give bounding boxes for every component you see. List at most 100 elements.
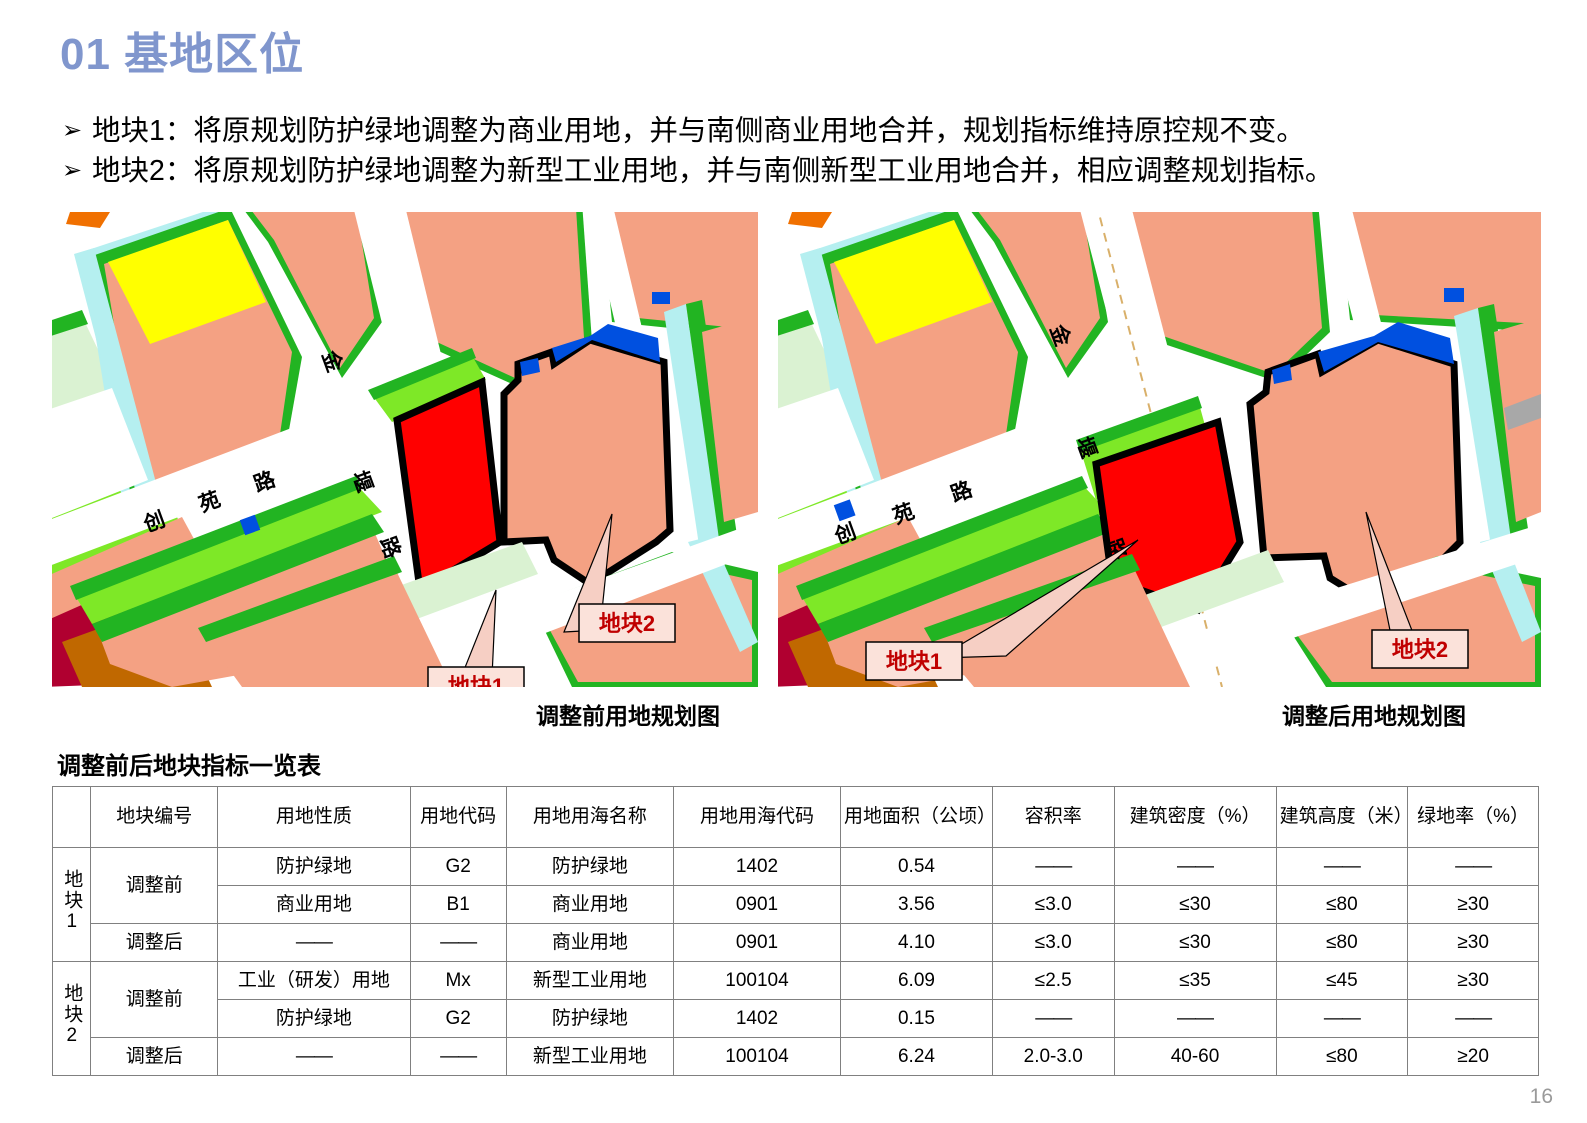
cell-landsea-code: 1402 — [672, 847, 842, 886]
cell-land-code: —— — [409, 923, 507, 962]
cell-height: ≤80 — [1275, 923, 1409, 962]
table-header-area: 用地面积（公顷） — [840, 786, 996, 848]
cell-green: ≥20 — [1407, 1037, 1539, 1076]
cell-land-nature: 工业（研发）用地 — [217, 961, 411, 1000]
bullet-arrow-icon: ➢ — [62, 117, 83, 144]
cell-green: —— — [1407, 999, 1539, 1038]
cell-land-code: Mx — [409, 961, 507, 1000]
cell-land-code: —— — [409, 1037, 507, 1076]
cell-far: ≤3.0 — [991, 923, 1115, 962]
cell-landsea-code: 0901 — [672, 885, 842, 924]
map-before-adjustment: 创 苑 路 金 堰 路 地块1 地块2 — [52, 212, 758, 687]
table-row: 防护绿地 G2 防护绿地 1402 0.15 —— —— —— —— — [53, 999, 1539, 1038]
table-header-blank — [51, 786, 92, 848]
bullet-list: ➢ 地块1：将原规划防护绿地调整为商业用地，并与南侧商业用地合并，规划指标维持原… — [62, 114, 1542, 194]
cell-area: 4.10 — [840, 923, 993, 962]
cell-land-nature: 防护绿地 — [217, 999, 411, 1038]
cell-far: —— — [991, 847, 1115, 886]
table-row: 地块1 调整前 防护绿地 G2 防护绿地 1402 0.54 —— —— —— … — [51, 847, 1539, 962]
cell-area: 6.24 — [840, 1037, 993, 1076]
cell-height: ≤80 — [1275, 1037, 1409, 1076]
table-body: 地块1 调整前 防护绿地 G2 防护绿地 1402 0.54 —— —— —— … — [51, 847, 1539, 1076]
cell-land-code: B1 — [409, 885, 507, 924]
cell-height: ≤45 — [1275, 961, 1409, 1000]
cell-height: —— — [1275, 847, 1409, 886]
cell-far: ≤3.0 — [991, 885, 1115, 924]
group-label-1: 地块1 — [61, 869, 83, 935]
cell-landsea-code: 100104 — [672, 1037, 842, 1076]
cell-far: 2.0-3.0 — [991, 1037, 1115, 1076]
parcel-label-2: 地块2 — [1392, 637, 1448, 662]
cell-far: ≤2.5 — [991, 961, 1115, 1000]
cell-landsea-name: 防护绿地 — [505, 847, 674, 886]
cell-land-nature: —— — [217, 1037, 411, 1076]
table-header-landsea-code: 用地用海代码 — [672, 786, 842, 848]
cell-green: ≥30 — [1407, 923, 1539, 962]
map-after-adjustment: 创 苑 路 金 堰 路 地块1 地块2 — [778, 212, 1541, 687]
cell-area: 0.15 — [840, 999, 993, 1038]
cell-far: —— — [991, 999, 1115, 1038]
cell-area: 0.54 — [840, 847, 993, 886]
cell-density: ≤35 — [1113, 961, 1277, 1000]
bullet-item-2: ➢ 地块2：将原规划防护绿地调整为新型工业用地，并与南侧新型工业用地合并，相应调… — [62, 154, 1542, 188]
table-row: 商业用地 B1 商业用地 0901 3.56 ≤3.0 ≤30 ≤80 ≥30 — [53, 885, 1539, 924]
bullet-item-1: ➢ 地块1：将原规划防护绿地调整为商业用地，并与南侧商业用地合并，规划指标维持原… — [62, 114, 1542, 148]
cell-density: 40-60 — [1113, 1037, 1277, 1076]
table-row: 地块2 调整前 工业（研发）用地 Mx 新型工业用地 100104 6.09 ≤… — [51, 961, 1539, 1076]
table-header-building-density: 建筑密度（%） — [1113, 786, 1277, 848]
cell-height: —— — [1275, 999, 1409, 1038]
cell-land-nature: 防护绿地 — [217, 847, 411, 886]
group-label-2: 地块2 — [61, 983, 83, 1049]
cell-density: ≤30 — [1113, 885, 1277, 924]
map-after-caption: 调整后用地规划图 — [1282, 703, 1466, 729]
stage-cell: 调整前 — [90, 847, 219, 924]
page-number: 16 — [1529, 1085, 1553, 1108]
table-header-land-nature: 用地性质 — [217, 786, 411, 848]
table-heading: 调整前后地块指标一览表 — [57, 753, 321, 780]
page-title: 01 基地区位 — [60, 30, 305, 79]
cell-landsea-name: 商业用地 — [505, 923, 674, 962]
cell-area: 6.09 — [840, 961, 993, 1000]
table-header-green-ratio: 绿地率（%） — [1407, 786, 1539, 848]
cell-density: —— — [1113, 999, 1277, 1038]
table-header-land-code: 用地代码 — [409, 786, 507, 848]
cell-landsea-name: 商业用地 — [505, 885, 674, 924]
indicator-table: 地块编号 用地性质 用地代码 用地用海名称 用地用海代码 用地面积（公顷） 容积… — [51, 786, 1539, 1076]
table-header-landsea-name: 用地用海名称 — [505, 786, 674, 848]
bullet-arrow-icon: ➢ — [62, 157, 83, 184]
cell-area: 3.56 — [840, 885, 993, 924]
cell-density: —— — [1113, 847, 1277, 886]
group-label-cell: 地块1 — [51, 847, 92, 962]
group-label-cell: 地块2 — [51, 961, 92, 1076]
indicator-table-wrapper: 地块编号 用地性质 用地代码 用地用海名称 用地用海代码 用地面积（公顷） 容积… — [51, 786, 1539, 1076]
table-row: 调整后 —— —— 新型工业用地 100104 6.24 2.0-3.0 40-… — [53, 1037, 1539, 1076]
cell-green: ≥30 — [1407, 961, 1539, 1000]
stage-cell: 调整前 — [90, 961, 219, 1038]
stage-cell: 调整后 — [90, 1037, 219, 1076]
cell-landsea-code: 0901 — [672, 923, 842, 962]
cell-landsea-code: 100104 — [672, 961, 842, 1000]
parcel-label-1: 地块1 — [448, 674, 504, 687]
cell-land-code: G2 — [409, 847, 507, 886]
map-before-caption: 调整前用地规划图 — [536, 703, 720, 729]
stage-cell: 调整后 — [90, 923, 219, 962]
table-header-building-height: 建筑高度（米） — [1275, 786, 1413, 848]
parcel-label-1: 地块1 — [886, 649, 942, 674]
parcel-label-2: 地块2 — [599, 611, 655, 636]
cell-land-code: G2 — [409, 999, 507, 1038]
cell-landsea-name: 防护绿地 — [505, 999, 674, 1038]
cell-green: —— — [1407, 847, 1539, 886]
cell-green: ≥30 — [1407, 885, 1539, 924]
table-header-parcel-id: 地块编号 — [90, 786, 219, 848]
table-header-row: 地块编号 用地性质 用地代码 用地用海名称 用地用海代码 用地面积（公顷） 容积… — [51, 786, 1539, 848]
cell-landsea-name: 新型工业用地 — [505, 1037, 674, 1076]
cell-density: ≤30 — [1113, 923, 1277, 962]
bullet-item-1-text: 地块1：将原规划防护绿地调整为商业用地，并与南侧商业用地合并，规划指标维持原控规… — [92, 115, 1305, 147]
cell-landsea-code: 1402 — [672, 999, 842, 1038]
cell-land-nature: —— — [217, 923, 411, 962]
cell-land-nature: 商业用地 — [217, 885, 411, 924]
table-row: 调整后 —— —— 商业用地 0901 4.10 ≤3.0 ≤30 ≤80 ≥3… — [53, 923, 1539, 962]
table-header-far: 容积率 — [991, 786, 1115, 848]
cell-landsea-name: 新型工业用地 — [505, 961, 674, 1000]
bullet-item-2-text: 地块2：将原规划防护绿地调整为新型工业用地，并与南侧新型工业用地合并，相应调整规… — [92, 155, 1334, 187]
